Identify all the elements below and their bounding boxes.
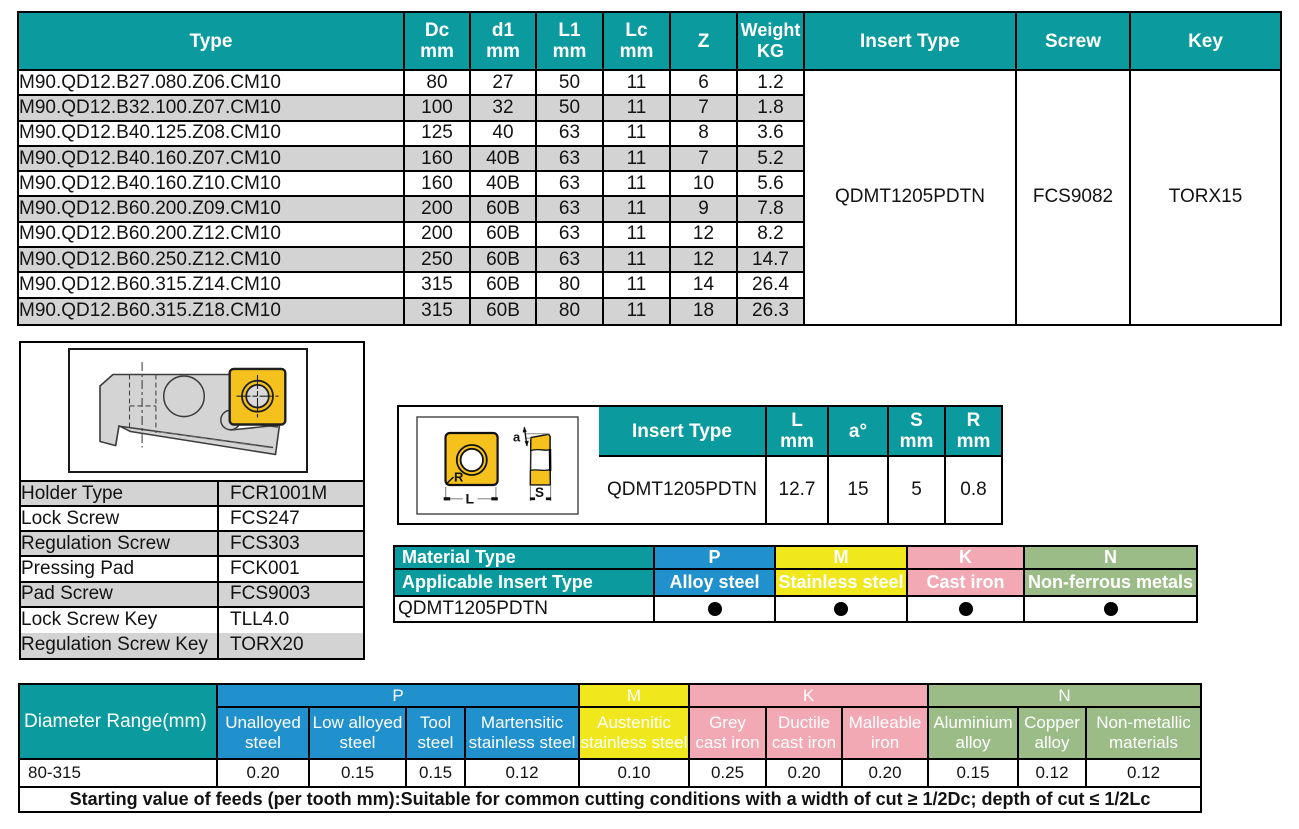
svg-text:S: S — [535, 485, 544, 500]
svg-text:R: R — [454, 470, 464, 485]
svg-text:L: L — [466, 491, 475, 507]
svg-text:a: a — [513, 430, 521, 445]
